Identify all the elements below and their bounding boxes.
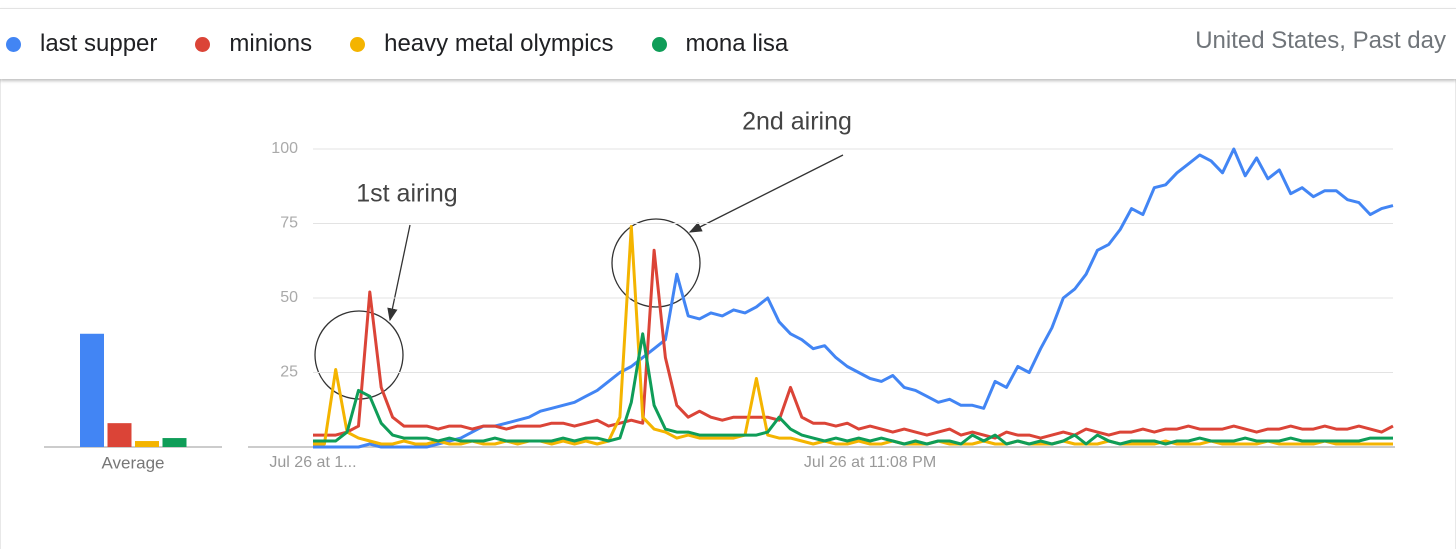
y-tick-label: 75 [280, 215, 298, 232]
legend-label: heavy metal olympics [384, 30, 614, 57]
annotation: 1st airing [356, 180, 457, 208]
legend-label: minions [229, 30, 313, 57]
line [313, 332, 1393, 446]
legend-dot [195, 36, 211, 52]
legend-dot [6, 36, 21, 52]
y-tick-label: 50 [280, 289, 298, 306]
legend-item[interactable]: minions [195, 30, 312, 58]
y-tick-label: 100 [271, 140, 298, 157]
legend-item[interactable]: mona lisa [651, 30, 789, 58]
legend-dot [651, 36, 667, 52]
legend-dot [350, 36, 366, 52]
bar [80, 333, 104, 447]
annotation-circle [611, 218, 701, 308]
bar-label: Average [101, 453, 164, 472]
legend: last supper minions heavy metal olympics mo… [6, 30, 826, 58]
bar [162, 438, 187, 447]
x-tick-label: Jul 26 at 11:08 PM [804, 454, 936, 471]
annotation-arrow [688, 154, 844, 233]
x-tick-label: Jul 26 at 1... [269, 454, 356, 471]
bar [107, 423, 132, 447]
legend-item[interactable]: last supper [6, 30, 157, 58]
line [313, 248, 1394, 440]
annotation: 2nd airing [742, 108, 852, 136]
header: last supper minions heavy metal olympics mo… [0, 8, 1456, 79]
location: United States, Past day [1195, 27, 1446, 54]
annotation-arrow [387, 224, 411, 322]
bar [135, 441, 159, 447]
legend-label: last supper [40, 30, 158, 57]
legend-label: mona lisa [685, 30, 789, 57]
y-tick-label: 25 [280, 364, 298, 381]
line [313, 225, 1393, 446]
annotation-circle [314, 310, 404, 400]
legend-item[interactable]: heavy metal olympics [350, 30, 614, 58]
